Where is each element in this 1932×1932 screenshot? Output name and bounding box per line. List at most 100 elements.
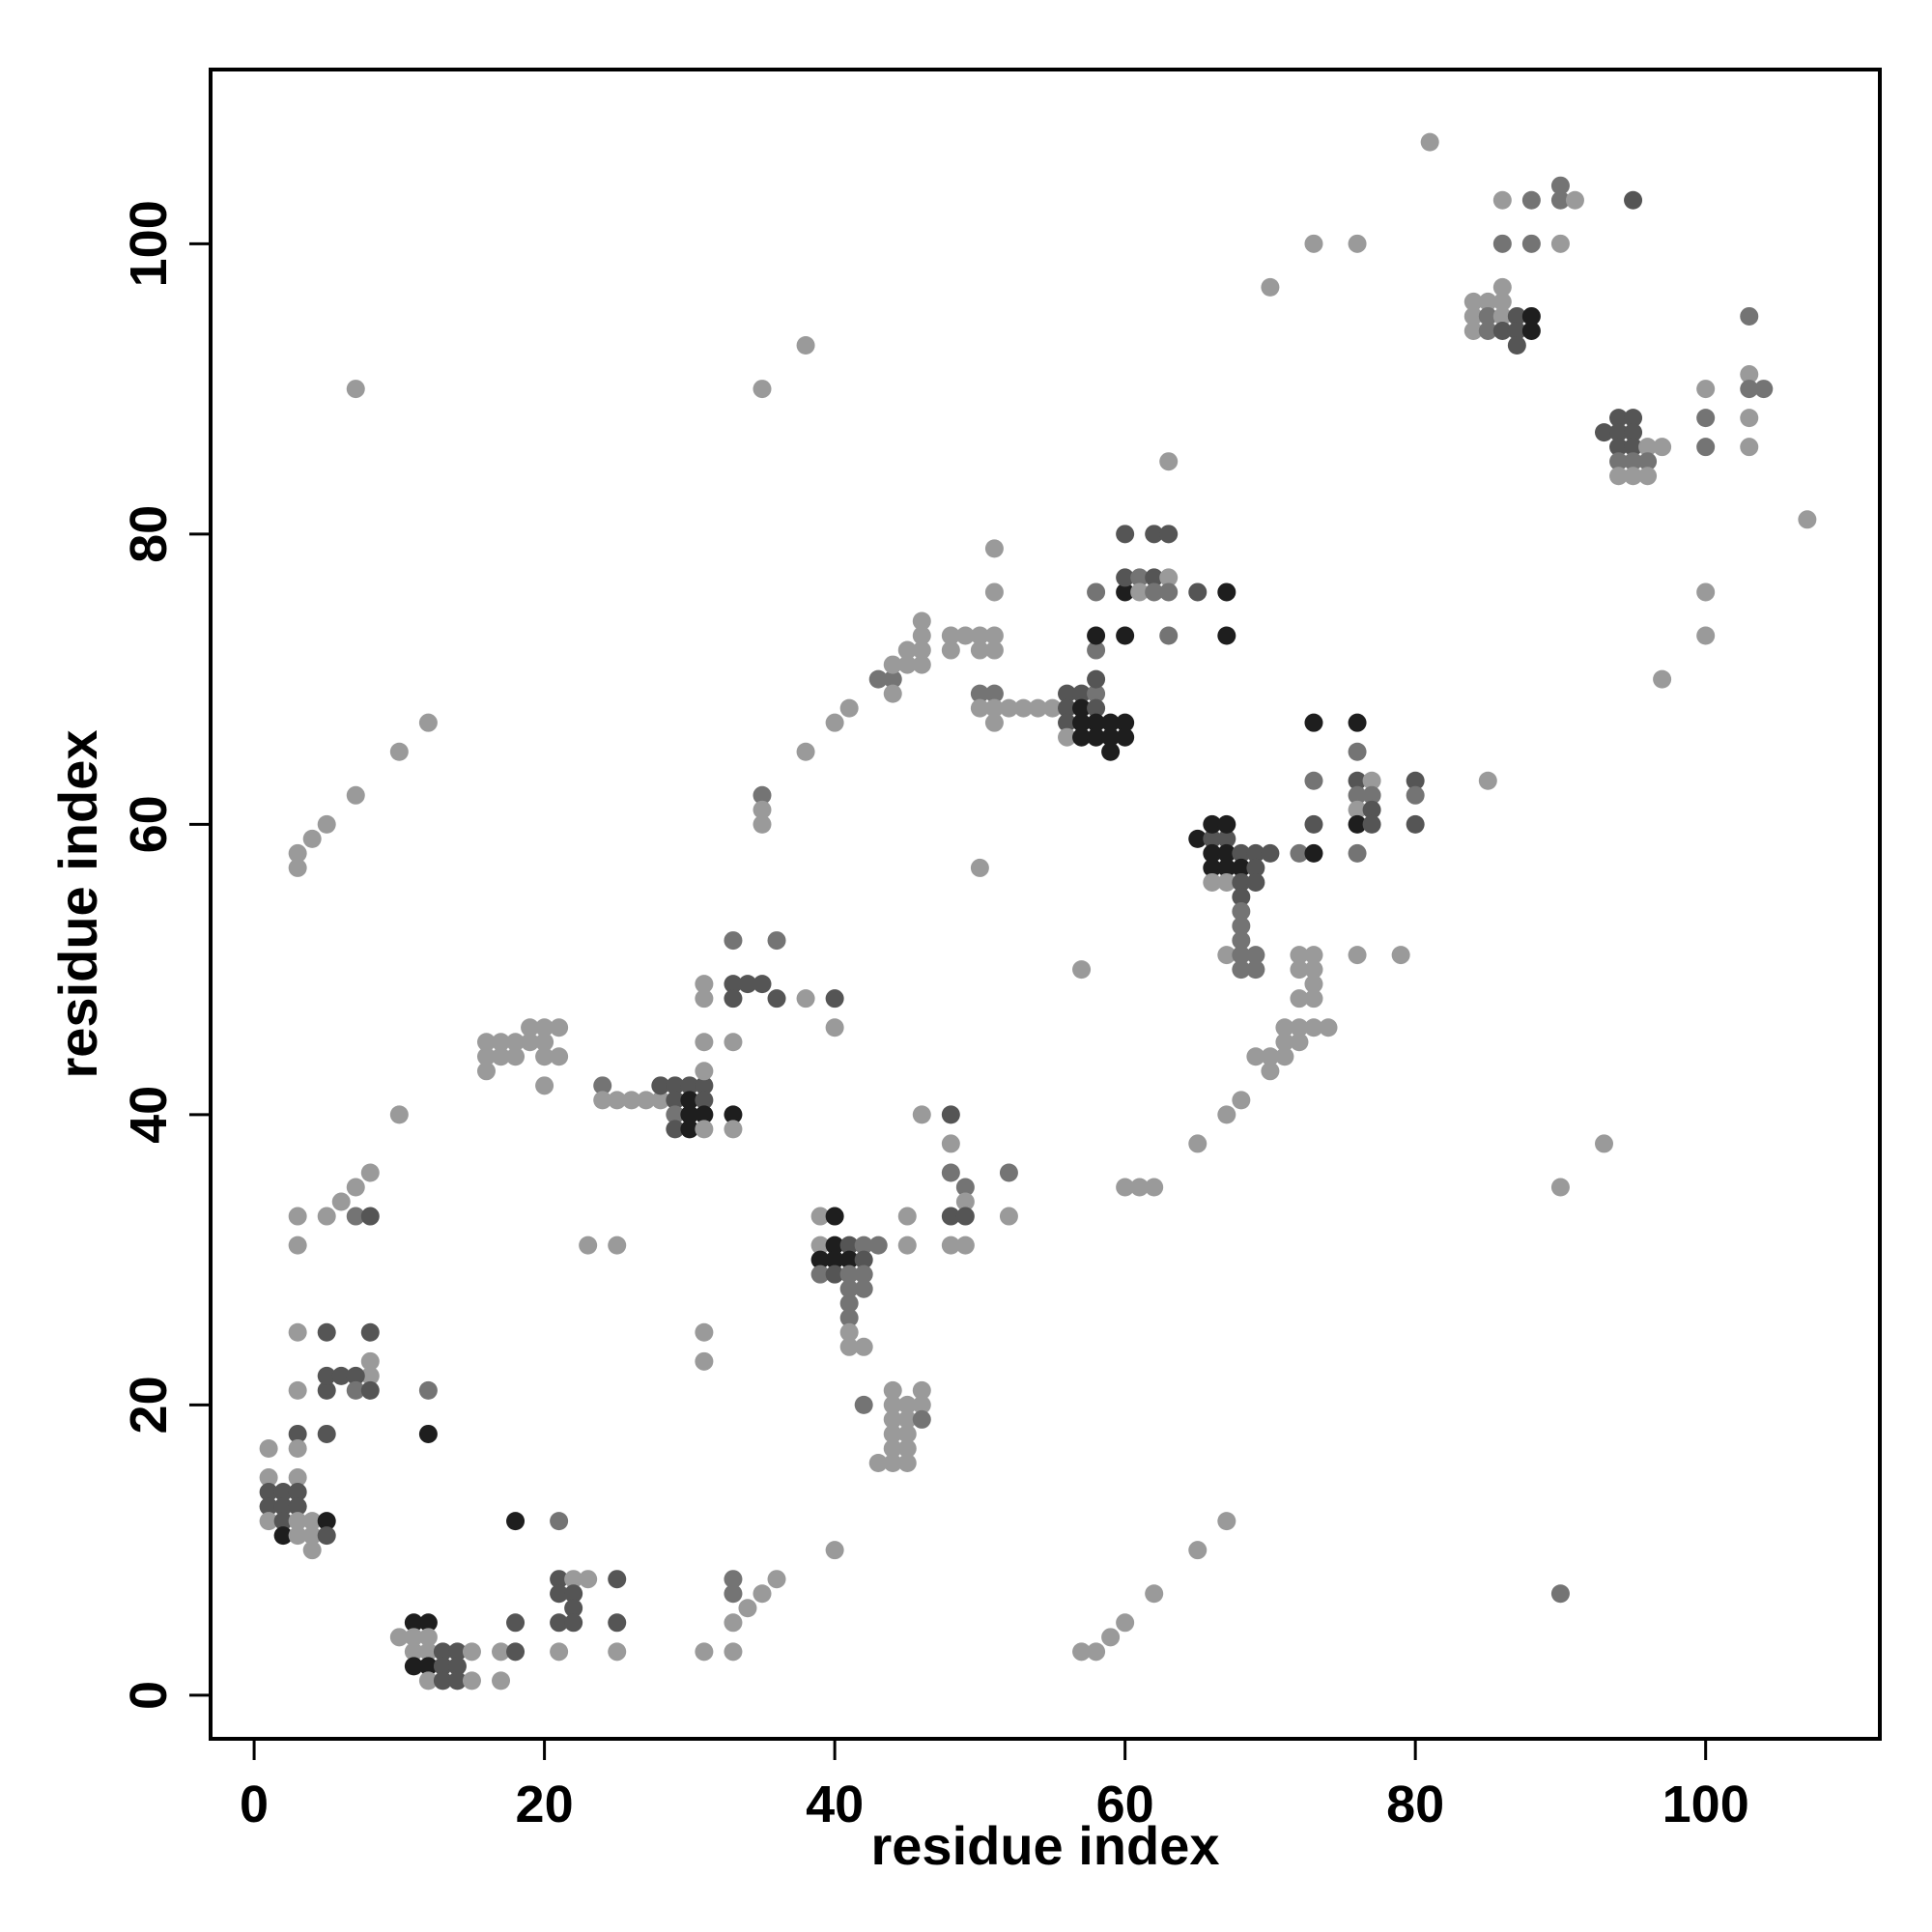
contact-point: [912, 655, 931, 674]
contact-point: [1116, 626, 1135, 645]
contact-point: [724, 1584, 743, 1604]
contact-point: [1319, 1018, 1338, 1037]
contact-point: [1116, 1613, 1135, 1633]
contact-point: [695, 1091, 714, 1110]
contact-point: [1348, 785, 1367, 805]
contact-point: [1406, 814, 1425, 834]
contact-point: [1463, 292, 1483, 311]
contact-point: [346, 1366, 365, 1385]
contact-point: [839, 1279, 859, 1298]
contact-point: [753, 814, 772, 834]
contact-point: [273, 1526, 293, 1546]
contact-point: [404, 1628, 423, 1647]
contact-point: [1261, 843, 1280, 863]
contact-point: [521, 1033, 540, 1052]
contact-point: [1159, 582, 1179, 602]
contact-point: [622, 1091, 641, 1110]
contact-point: [550, 1018, 569, 1037]
contact-point: [984, 698, 1004, 718]
contact-point: [1478, 321, 1497, 340]
contact-point: [1159, 525, 1179, 544]
contact-point: [608, 1642, 627, 1662]
contact-point: [1362, 771, 1381, 790]
contact-point: [1217, 946, 1236, 965]
contact-point: [1595, 423, 1614, 442]
contact-point: [680, 1076, 699, 1095]
contact-point: [346, 785, 365, 805]
contact-point: [738, 1599, 757, 1618]
contact-point: [550, 1047, 569, 1066]
contact-point: [1609, 452, 1629, 471]
contact-point: [984, 640, 1004, 660]
contact-point: [288, 1236, 307, 1255]
contact-point: [1203, 872, 1222, 892]
contact-point: [288, 1512, 307, 1531]
contact-point: [288, 1207, 307, 1226]
contact-point: [1290, 946, 1309, 965]
y-axis-title: residue index: [47, 729, 108, 1078]
contact-point: [825, 1541, 844, 1560]
contact-point: [955, 626, 975, 645]
contact-point: [1507, 306, 1526, 326]
contact-point: [854, 1250, 873, 1269]
contact-point: [897, 1424, 917, 1443]
contact-point: [579, 1570, 598, 1589]
contact-point: [1362, 814, 1381, 834]
contact-point: [970, 698, 989, 718]
contact-point: [1072, 727, 1092, 747]
contact-point: [1463, 321, 1483, 340]
contact-point: [897, 1395, 917, 1414]
contact-point: [912, 611, 931, 631]
contact-point: [796, 742, 815, 761]
contact-point: [941, 1207, 960, 1226]
contact-point: [418, 1613, 438, 1633]
contact-point: [1217, 872, 1236, 892]
contact-point: [839, 1308, 859, 1327]
y-tick-label: 40: [120, 1086, 178, 1144]
contact-point: [317, 1322, 336, 1342]
contact-point: [1072, 684, 1092, 703]
contact-point: [273, 1512, 293, 1531]
contact-point: [666, 1120, 685, 1139]
contact-point: [839, 1250, 859, 1269]
contact-point: [970, 626, 989, 645]
contact-point: [1348, 713, 1367, 732]
contact-point: [1348, 234, 1367, 253]
contact-point: [1290, 843, 1309, 863]
contact-point: [1290, 989, 1309, 1009]
contact-point: [912, 1409, 931, 1429]
contact-point: [1653, 438, 1672, 457]
contact-point: [1492, 306, 1512, 326]
contact-point: [288, 1322, 307, 1342]
contact-point: [1740, 438, 1759, 457]
contact-point: [360, 1380, 380, 1400]
contact-point: [608, 1091, 627, 1110]
contact-point: [1043, 698, 1063, 718]
contact-point: [666, 1076, 685, 1095]
x-tick-label: 40: [806, 1776, 864, 1833]
contact-point: [288, 1468, 307, 1488]
contact-point: [288, 1526, 307, 1546]
contact-point: [854, 1395, 873, 1414]
contact-point: [1232, 1091, 1251, 1110]
contact-point: [883, 1454, 902, 1473]
contact-point: [1101, 713, 1121, 732]
contact-point: [1072, 713, 1092, 732]
contact-point: [1304, 234, 1323, 253]
contact-point: [897, 1409, 917, 1429]
contact-point: [753, 975, 772, 994]
contact-point: [1275, 1047, 1294, 1066]
y-tick-label: 20: [120, 1376, 178, 1434]
contact-point: [724, 1570, 743, 1589]
contact-point: [346, 380, 365, 399]
contact-point: [550, 1642, 569, 1662]
contact-point: [302, 1512, 322, 1531]
contact-point: [1624, 409, 1643, 428]
contact-point: [288, 843, 307, 863]
contact-point: [1492, 292, 1512, 311]
contact-point: [912, 1380, 931, 1400]
contact-point: [259, 1512, 278, 1531]
contact-point: [1478, 292, 1497, 311]
contact-point: [883, 1395, 902, 1414]
